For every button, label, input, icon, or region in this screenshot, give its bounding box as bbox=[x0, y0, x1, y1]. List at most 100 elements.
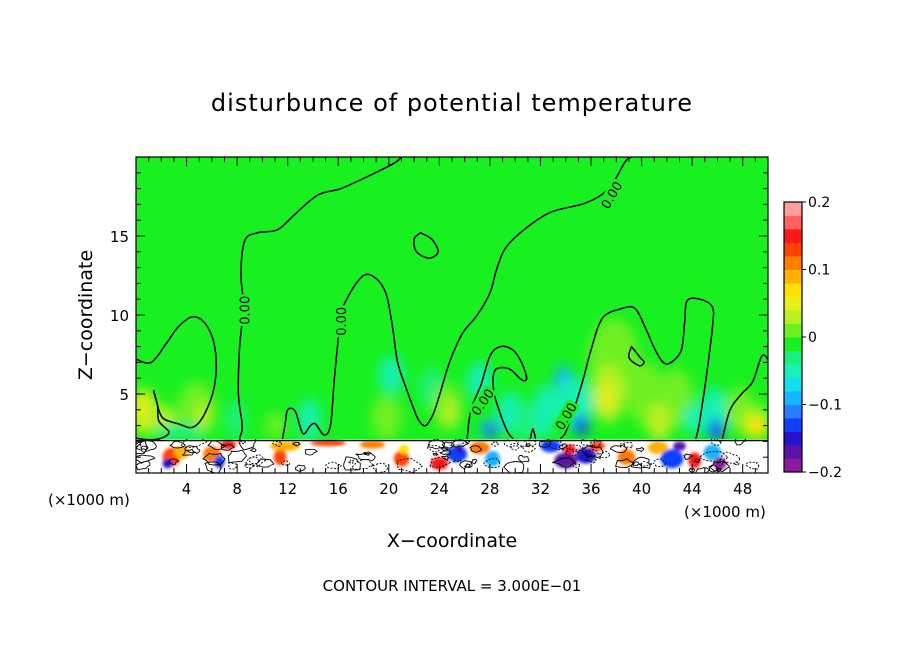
surface-contour bbox=[350, 459, 374, 470]
anomaly-patch bbox=[297, 398, 321, 440]
surface-contour bbox=[639, 461, 653, 467]
contour-label-gap bbox=[237, 294, 252, 327]
anomaly-patch bbox=[486, 425, 497, 439]
zero-contour-line bbox=[237, 157, 403, 439]
surface-contour bbox=[580, 439, 596, 447]
x-tick-label: 36 bbox=[581, 480, 600, 498]
surface-anomaly-patch bbox=[162, 458, 173, 469]
colorbar-swatch bbox=[784, 202, 802, 216]
surface-contour-layer bbox=[136, 439, 768, 473]
surface-anomaly-patch bbox=[617, 449, 636, 466]
contour-label-gap bbox=[467, 384, 498, 420]
anomaly-patch bbox=[264, 412, 286, 439]
surface-contour bbox=[631, 461, 642, 467]
colorbar-swatch bbox=[784, 215, 802, 230]
colorbar-swatch bbox=[784, 269, 802, 284]
surface-contour bbox=[355, 452, 376, 462]
anomaly-patch bbox=[684, 403, 700, 436]
surface-contour bbox=[207, 440, 228, 451]
colorbar-swatch bbox=[784, 458, 802, 473]
contour-label-text: 0.00 bbox=[239, 296, 254, 325]
x-tick-label: 24 bbox=[430, 480, 449, 498]
surface-contour bbox=[441, 441, 455, 449]
surface-contour bbox=[202, 452, 226, 466]
surface-anomaly-patch bbox=[703, 444, 722, 461]
colorbar-swatch bbox=[784, 337, 802, 351]
surface-contour bbox=[432, 453, 439, 457]
surface-contour bbox=[482, 458, 500, 468]
colorbar-swatch bbox=[784, 256, 802, 270]
surface-contour bbox=[169, 440, 186, 449]
surface-contour bbox=[509, 442, 523, 451]
contour-label-text: 0.00 bbox=[335, 307, 350, 336]
colorbar-tick-label: −0.2 bbox=[808, 465, 842, 481]
contour-label: 0.00 bbox=[237, 294, 254, 327]
zero-contour-line bbox=[627, 345, 645, 367]
surface-contour bbox=[295, 464, 306, 472]
surface-contour bbox=[140, 445, 148, 451]
colorbar-swatch bbox=[784, 350, 802, 365]
surface-contour bbox=[542, 439, 567, 451]
surface-contour bbox=[271, 439, 283, 447]
surface-contour bbox=[304, 448, 318, 456]
surface-contour bbox=[525, 443, 531, 448]
x-tick-label: 32 bbox=[531, 480, 550, 498]
zero-contour-line bbox=[466, 345, 528, 439]
colorbar-swatch bbox=[784, 364, 802, 378]
surface-contour bbox=[438, 449, 452, 456]
surface-anomaly-patch bbox=[273, 449, 287, 466]
zero-contour-line bbox=[559, 297, 715, 439]
surface-contour bbox=[427, 439, 446, 450]
surface-contour bbox=[244, 463, 255, 469]
colorbar-tick-label: 0.1 bbox=[808, 263, 830, 279]
surface-contour bbox=[718, 451, 741, 465]
surface-contour bbox=[693, 458, 701, 463]
plot-area: 0.00 0.000.000.00 0.00 4 8 12 16 20 24 28 32 36 40 4… bbox=[110, 156, 769, 498]
zero-contour-line bbox=[281, 157, 633, 439]
surface-contour bbox=[227, 449, 247, 464]
surface-contour bbox=[370, 462, 389, 473]
surface-contour bbox=[440, 446, 449, 452]
surface-contour bbox=[584, 449, 599, 458]
anomaly-patch bbox=[747, 419, 768, 439]
contour-label-gap bbox=[597, 177, 626, 213]
contour-label-gap bbox=[333, 305, 348, 338]
zero-contour-line bbox=[413, 232, 439, 259]
surface-anomaly-patch bbox=[673, 441, 686, 451]
surface-contour bbox=[559, 443, 568, 450]
surface-contour bbox=[581, 445, 604, 460]
surface-contour bbox=[396, 458, 423, 473]
anomaly-patch bbox=[646, 403, 672, 442]
surface-contour bbox=[237, 439, 257, 451]
y-axis-label: Z−coordinate bbox=[75, 250, 97, 380]
surface-contour bbox=[552, 457, 577, 468]
surface-contour bbox=[652, 458, 667, 468]
surface-contour bbox=[166, 458, 179, 465]
colorbar-swatch bbox=[784, 323, 802, 338]
surface-contour bbox=[426, 444, 443, 453]
surface-anomaly-patch bbox=[647, 441, 669, 455]
colorbar-swatch bbox=[784, 431, 802, 446]
surface-contour bbox=[228, 462, 238, 470]
contour-label-gap bbox=[551, 398, 580, 434]
surface-contour bbox=[590, 439, 602, 448]
colorbar-swatch bbox=[784, 404, 802, 419]
colorbar-tick-label: −0.1 bbox=[808, 398, 842, 414]
surface-contour bbox=[249, 448, 257, 453]
colorbar-swatch bbox=[784, 283, 802, 297]
surface-contour bbox=[710, 460, 731, 473]
x-axis-label: X−coordinate bbox=[387, 530, 517, 552]
surface-contour bbox=[182, 448, 196, 456]
contour-layer bbox=[136, 157, 768, 441]
surface-contour bbox=[609, 443, 628, 454]
colorbar-tick-label: 0.2 bbox=[808, 195, 830, 211]
surface-contour bbox=[462, 439, 471, 444]
surface-contour bbox=[745, 461, 760, 470]
zero-contour-line bbox=[136, 315, 217, 441]
surface-contour bbox=[429, 455, 451, 468]
surface-anomaly-patch bbox=[660, 449, 684, 469]
surface-contour bbox=[734, 439, 747, 446]
colorbar-swatch bbox=[784, 310, 802, 324]
anomaly-patch bbox=[378, 356, 404, 394]
